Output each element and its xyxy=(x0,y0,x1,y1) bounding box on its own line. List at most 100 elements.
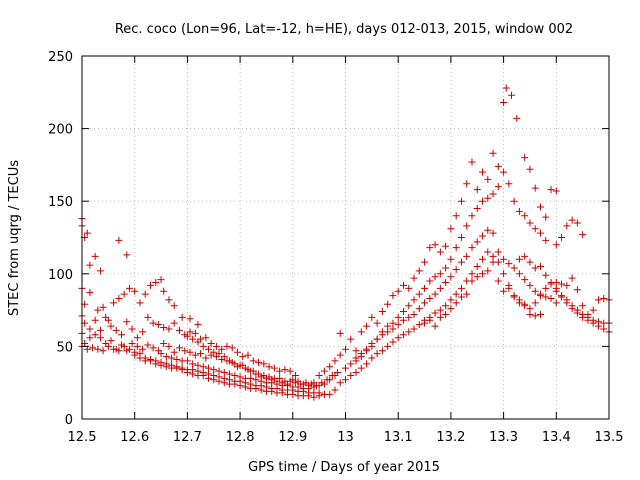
data-point xyxy=(157,361,165,369)
data-point xyxy=(447,296,455,304)
data-point xyxy=(320,380,328,388)
data-point xyxy=(102,313,110,321)
data-point xyxy=(91,331,99,339)
data-point xyxy=(249,357,257,365)
data-point xyxy=(473,263,481,271)
data-point xyxy=(547,280,555,288)
data-point xyxy=(552,287,560,295)
data-point xyxy=(112,326,120,334)
data-point xyxy=(436,313,444,321)
data-point xyxy=(186,328,194,336)
data-point xyxy=(183,357,191,365)
data-point xyxy=(136,354,144,362)
data-point xyxy=(431,309,439,317)
data-point xyxy=(175,344,183,352)
data-point xyxy=(484,226,492,234)
data-point xyxy=(336,379,344,387)
data-point xyxy=(270,364,278,372)
data-point xyxy=(260,360,268,368)
data-point xyxy=(431,290,439,298)
data-point xyxy=(421,284,429,292)
data-point xyxy=(170,302,178,310)
y-axis-label: STEC from uqrg / TECUs xyxy=(7,160,22,316)
data-point xyxy=(123,318,131,326)
data-point xyxy=(447,255,455,263)
x-tick-label: 12.6 xyxy=(120,430,149,445)
data-point xyxy=(479,255,487,263)
data-point xyxy=(468,244,476,252)
data-point xyxy=(378,331,386,339)
data-point xyxy=(147,357,155,365)
data-point xyxy=(442,310,450,318)
data-point xyxy=(86,261,94,269)
data-point xyxy=(594,318,602,326)
data-point xyxy=(357,328,365,336)
x-tick-label: 13 xyxy=(337,430,354,445)
data-point xyxy=(165,325,173,333)
data-point xyxy=(276,367,284,375)
data-point xyxy=(394,313,402,321)
data-point xyxy=(107,322,115,330)
data-point xyxy=(573,219,581,227)
data-point xyxy=(128,325,136,333)
data-point xyxy=(331,386,339,394)
data-point xyxy=(352,369,360,377)
x-tick-label: 13.4 xyxy=(542,430,571,445)
data-point xyxy=(452,265,460,273)
data-point xyxy=(500,255,508,263)
data-point xyxy=(183,369,191,377)
data-point xyxy=(231,380,239,388)
data-point xyxy=(510,292,518,300)
data-point xyxy=(484,248,492,256)
data-point xyxy=(373,335,381,343)
data-point xyxy=(315,371,323,379)
data-point xyxy=(233,348,241,356)
data-point xyxy=(394,321,402,329)
data-point xyxy=(363,322,371,330)
data-point xyxy=(255,358,263,366)
data-point xyxy=(515,270,523,278)
data-point xyxy=(278,389,286,397)
data-point xyxy=(589,306,597,314)
x-tick-label: 13.1 xyxy=(384,430,413,445)
data-point xyxy=(368,354,376,362)
data-point xyxy=(452,244,460,252)
data-point xyxy=(202,334,210,342)
data-point xyxy=(563,281,571,289)
data-point xyxy=(326,363,334,371)
data-point xyxy=(310,379,318,387)
data-point xyxy=(521,252,529,260)
data-point xyxy=(273,377,281,385)
x-tick-label: 12.9 xyxy=(278,430,307,445)
data-point xyxy=(442,279,450,287)
data-point xyxy=(426,294,434,302)
data-point xyxy=(115,347,123,355)
data-point xyxy=(123,251,131,259)
data-point xyxy=(162,353,170,361)
data-point xyxy=(399,316,407,324)
data-point xyxy=(510,197,518,205)
plot-frame xyxy=(81,55,610,420)
data-point xyxy=(223,342,231,350)
data-point xyxy=(421,258,429,266)
data-point xyxy=(479,197,487,205)
data-point xyxy=(389,292,397,300)
data-point xyxy=(452,290,460,298)
data-point xyxy=(115,236,123,244)
data-point xyxy=(473,186,481,194)
data-point xyxy=(558,234,566,241)
data-point xyxy=(220,353,228,361)
x-axis-label: GPS time / Days of year 2015 xyxy=(248,460,440,475)
data-point xyxy=(436,306,444,314)
data-point xyxy=(289,376,297,384)
data-point xyxy=(144,313,152,321)
data-point xyxy=(484,194,492,202)
data-point xyxy=(210,376,218,384)
data-point xyxy=(468,270,476,278)
data-point xyxy=(294,377,302,385)
y-tick-label: 250 xyxy=(48,50,73,65)
data-point xyxy=(278,379,286,387)
data-point xyxy=(175,326,183,334)
data-point xyxy=(373,350,381,358)
